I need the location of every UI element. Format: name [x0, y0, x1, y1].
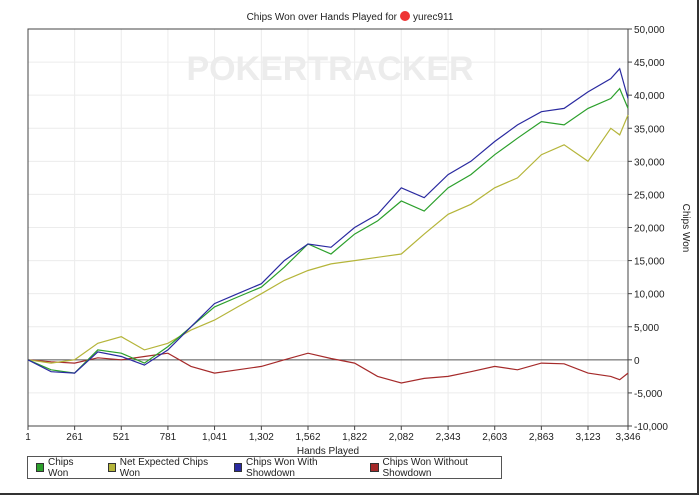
- x-tick-label: 1,822: [342, 432, 367, 443]
- series-line-chips-won-without-showdown: [27, 352, 629, 384]
- series-line-net-expected-chips-won: [27, 114, 629, 364]
- y-tick-label: 50,000: [634, 25, 665, 36]
- legend-item: Net Expected Chips Won: [107, 456, 216, 479]
- x-tick-label: 1,302: [249, 432, 274, 443]
- legend-swatch: [234, 463, 243, 472]
- y-tick-label: 40,000: [634, 91, 665, 102]
- x-tick-label: 2,863: [529, 432, 554, 443]
- x-tick-label: 1,041: [202, 432, 227, 443]
- x-tick-label: 3,346: [615, 432, 640, 443]
- y-tick-label: 25,000: [634, 190, 665, 201]
- legend-item: Chips Won With Showdown: [234, 457, 352, 479]
- y-tick-label: 30,000: [634, 157, 665, 168]
- y-tick-label: 20,000: [634, 224, 665, 235]
- legend-label: Chips Won Without Showdown: [382, 456, 468, 479]
- y-axis-label: Chips Won: [680, 204, 691, 253]
- x-tick-label: 521: [113, 432, 130, 443]
- player-name: yurec911: [413, 12, 454, 23]
- legend-label: Chips Won With Showdown: [246, 456, 318, 479]
- pokerstars-spade-icon: [400, 11, 411, 21]
- x-tick-label: 781: [160, 432, 177, 443]
- legend-item: Chips Won Without Showdown: [370, 457, 501, 479]
- y-tick-label: -5,000: [634, 389, 663, 400]
- x-tick-label: 261: [66, 432, 83, 443]
- y-tick-label: 5,000: [634, 323, 659, 334]
- chart-title: Chips Won over Hands Played for yurec911: [0, 11, 700, 23]
- series-line-chips-won: [27, 87, 629, 374]
- legend-label: Chips Won: [47, 456, 74, 479]
- x-tick-label: 2,082: [389, 432, 414, 443]
- title-text: Chips Won over Hands Played for: [246, 12, 398, 23]
- x-tick-label: 2,343: [436, 432, 461, 443]
- legend-swatch: [370, 463, 379, 472]
- y-tick-label: 35,000: [634, 124, 665, 135]
- legend: Chips Won Net Expected Chips Won Chips Won…: [27, 456, 502, 479]
- legend-label: Net Expected Chips Won: [119, 456, 209, 479]
- legend-swatch: [107, 463, 116, 472]
- x-tick-label: 2,603: [482, 432, 507, 443]
- x-axis-label: Hands Played: [297, 446, 359, 457]
- y-tick-label: 0: [634, 356, 640, 367]
- y-tick-label: 45,000: [634, 58, 665, 69]
- x-tick-label: 3,123: [575, 432, 600, 443]
- watermark: POKERTRACKER: [186, 50, 473, 88]
- series-line-chips-won-with-showdown: [27, 67, 629, 374]
- y-tick-label: -10,000: [634, 422, 668, 433]
- legend-item: Chips Won: [36, 457, 90, 479]
- x-tick-label: 1: [25, 432, 31, 443]
- x-tick-label: 1,562: [295, 432, 320, 443]
- y-tick-label: 10,000: [634, 290, 665, 301]
- legend-swatch: [36, 463, 44, 472]
- y-tick-label: 15,000: [634, 257, 665, 268]
